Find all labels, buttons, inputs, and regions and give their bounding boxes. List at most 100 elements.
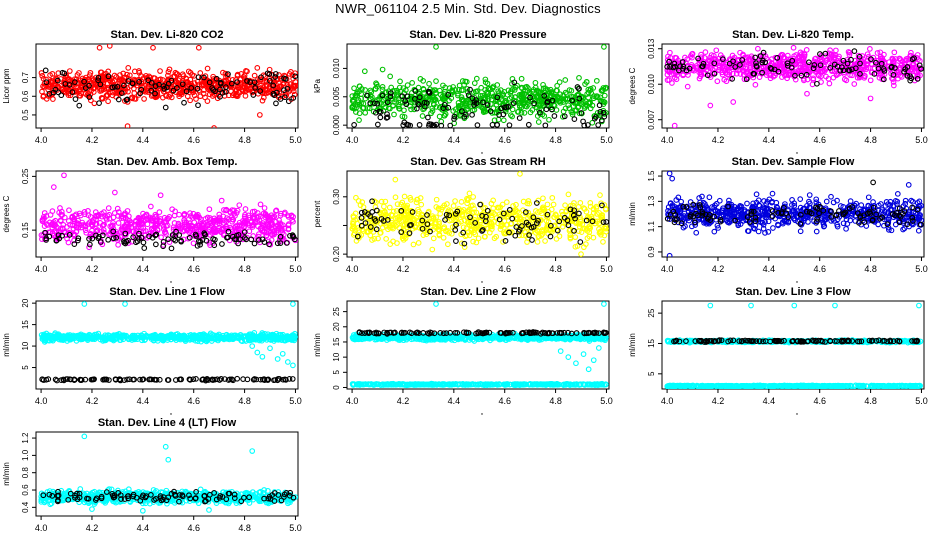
data-point <box>390 208 397 215</box>
data-point <box>565 222 572 229</box>
data-points <box>349 171 609 257</box>
data-point <box>225 228 232 235</box>
data-point <box>666 171 673 177</box>
data-point <box>220 69 226 76</box>
x-tick-label: 4.2 <box>397 264 410 274</box>
data-point <box>544 222 551 228</box>
y-axis-label: kPa <box>313 79 322 93</box>
data-point <box>548 99 554 105</box>
data-point <box>440 234 447 241</box>
data-point <box>744 214 751 220</box>
data-point <box>870 179 876 186</box>
data-point <box>491 235 498 242</box>
data-point <box>259 97 266 104</box>
data-point <box>596 102 603 109</box>
data-point <box>358 222 365 229</box>
data-point <box>726 218 733 225</box>
data-point <box>707 102 714 109</box>
data-point <box>601 113 608 120</box>
data-point <box>712 207 719 214</box>
data-point <box>667 64 673 70</box>
data-point <box>150 44 156 51</box>
data-point <box>58 92 65 99</box>
data-point <box>415 211 422 217</box>
data-point <box>460 98 467 105</box>
data-point <box>482 79 489 86</box>
data-point <box>263 232 270 239</box>
data-point <box>557 99 564 106</box>
data-point <box>169 206 176 213</box>
data-point <box>187 97 193 104</box>
data-point <box>153 213 160 220</box>
data-point <box>822 50 829 57</box>
data-point <box>861 219 868 225</box>
data-point <box>572 215 578 222</box>
data-point <box>843 225 849 232</box>
data-point <box>470 238 476 245</box>
data-point <box>452 210 459 217</box>
data-point <box>40 216 46 223</box>
data-point <box>760 225 767 232</box>
data-point <box>229 216 236 223</box>
data-point <box>775 221 781 228</box>
data-point <box>109 89 116 96</box>
x-tick-label: 4.8 <box>238 135 251 145</box>
data-point <box>75 235 82 242</box>
data-point <box>95 74 102 81</box>
data-point <box>179 223 186 229</box>
data-point <box>225 71 231 78</box>
data-point <box>496 216 503 223</box>
data-point <box>99 95 106 102</box>
data-point <box>110 235 117 242</box>
data-point <box>843 77 850 84</box>
data-point <box>365 211 371 217</box>
data-point <box>440 82 446 89</box>
data-point <box>527 94 533 101</box>
data-point <box>271 79 278 86</box>
data-point <box>433 44 439 50</box>
data-point <box>521 91 528 97</box>
data-point <box>577 239 584 245</box>
data-point <box>813 228 820 235</box>
data-point <box>503 210 510 216</box>
data-point <box>494 94 501 101</box>
data-point <box>897 213 904 220</box>
y-tick-label: 15 <box>21 320 30 329</box>
data-point <box>693 229 700 236</box>
data-point <box>181 99 187 106</box>
x-tick-label: 4.6 <box>498 135 511 145</box>
x-tick-label: 4.2 <box>712 135 725 145</box>
data-point <box>224 234 230 241</box>
data-point <box>484 102 491 108</box>
data-point <box>705 214 712 221</box>
data-point <box>184 227 190 234</box>
data-point <box>461 217 468 224</box>
data-point <box>884 221 891 228</box>
data-point <box>108 223 115 229</box>
y-tick-label: 0.25 <box>21 168 30 184</box>
data-point <box>597 192 603 198</box>
data-point <box>160 243 166 250</box>
data-point <box>592 218 599 225</box>
data-point <box>775 209 782 216</box>
data-point <box>601 111 608 117</box>
data-point <box>481 106 487 113</box>
data-point <box>384 99 391 106</box>
data-point <box>765 229 772 235</box>
x-tick-label: 4.8 <box>238 396 251 406</box>
data-point <box>553 87 560 94</box>
data-point <box>430 215 437 221</box>
data-point <box>531 100 537 107</box>
data-point <box>440 105 447 112</box>
data-point <box>856 53 863 60</box>
data-point <box>897 215 904 222</box>
data-point <box>219 241 225 247</box>
data-point <box>517 214 523 221</box>
data-point <box>600 219 607 226</box>
data-point <box>287 232 293 239</box>
data-point <box>451 116 457 122</box>
data-point <box>914 206 921 213</box>
data-point <box>421 99 428 106</box>
data-point <box>790 71 797 78</box>
data-point <box>425 88 432 95</box>
